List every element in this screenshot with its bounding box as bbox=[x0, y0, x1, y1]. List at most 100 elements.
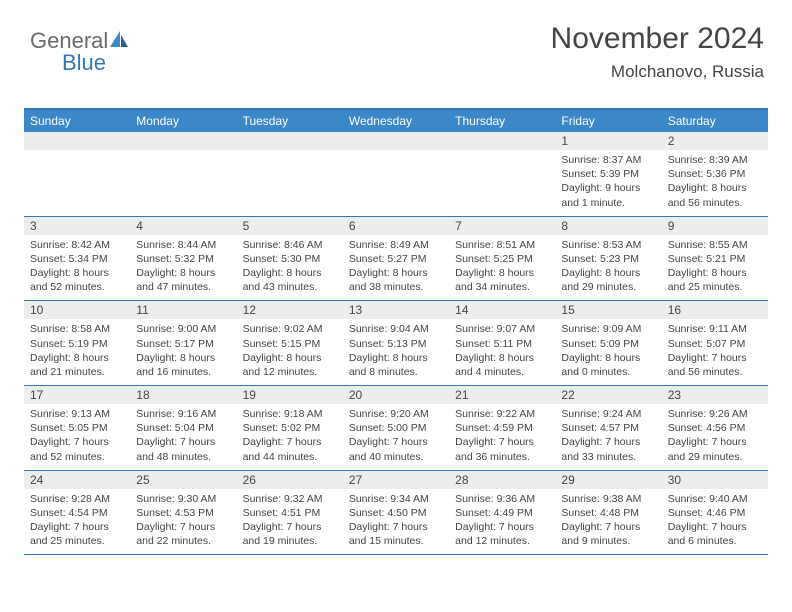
location-label: Molchanovo, Russia bbox=[551, 62, 764, 82]
day-info: Sunrise: 9:09 AMSunset: 5:09 PMDaylight:… bbox=[555, 319, 661, 385]
day-info: Sunrise: 9:36 AMSunset: 4:49 PMDaylight:… bbox=[449, 489, 555, 555]
day-number: 3 bbox=[24, 217, 130, 235]
calendar-cell: 25Sunrise: 9:30 AMSunset: 4:53 PMDayligh… bbox=[130, 471, 236, 555]
day-number bbox=[449, 132, 555, 150]
day-info bbox=[24, 150, 130, 208]
day-info: Sunrise: 8:53 AMSunset: 5:23 PMDaylight:… bbox=[555, 235, 661, 301]
day-number: 13 bbox=[343, 301, 449, 319]
sunrise-text: Sunrise: 9:13 AM bbox=[30, 407, 124, 421]
weekday-header: Sunday bbox=[24, 110, 130, 132]
daylight-text: Daylight: 7 hours and 6 minutes. bbox=[668, 520, 762, 548]
sunrise-text: Sunrise: 9:07 AM bbox=[455, 322, 549, 336]
calendar-week: 1Sunrise: 8:37 AMSunset: 5:39 PMDaylight… bbox=[24, 132, 768, 217]
sunrise-text: Sunrise: 9:18 AM bbox=[243, 407, 337, 421]
day-number: 21 bbox=[449, 386, 555, 404]
calendar-cell: 9Sunrise: 8:55 AMSunset: 5:21 PMDaylight… bbox=[662, 217, 768, 301]
day-info: Sunrise: 9:38 AMSunset: 4:48 PMDaylight:… bbox=[555, 489, 661, 555]
weekday-header: Monday bbox=[130, 110, 236, 132]
calendar-cell: 6Sunrise: 8:49 AMSunset: 5:27 PMDaylight… bbox=[343, 217, 449, 301]
sunset-text: Sunset: 5:30 PM bbox=[243, 252, 337, 266]
day-number bbox=[237, 132, 343, 150]
sunset-text: Sunset: 5:27 PM bbox=[349, 252, 443, 266]
calendar-cell: 5Sunrise: 8:46 AMSunset: 5:30 PMDaylight… bbox=[237, 217, 343, 301]
calendar-week: 17Sunrise: 9:13 AMSunset: 5:05 PMDayligh… bbox=[24, 386, 768, 471]
day-number: 26 bbox=[237, 471, 343, 489]
day-info bbox=[130, 150, 236, 208]
calendar-cell: 11Sunrise: 9:00 AMSunset: 5:17 PMDayligh… bbox=[130, 301, 236, 385]
sunrise-text: Sunrise: 9:34 AM bbox=[349, 492, 443, 506]
calendar-cell: 27 Sunrise: 9:34 AMSunset: 4:50 PMDayligh… bbox=[343, 471, 449, 555]
day-number: 19 bbox=[237, 386, 343, 404]
calendar-cell: 7Sunrise: 8:51 AMSunset: 5:25 PMDaylight… bbox=[449, 217, 555, 301]
daylight-text: Daylight: 7 hours and 19 minutes. bbox=[243, 520, 337, 548]
day-info: Sunrise: 9:24 AMSunset: 4:57 PMDaylight:… bbox=[555, 404, 661, 470]
day-number: 15 bbox=[555, 301, 661, 319]
calendar-cell: 26Sunrise: 9:32 AMSunset: 4:51 PMDayligh… bbox=[237, 471, 343, 555]
sunrise-text: Sunrise: 8:39 AM bbox=[668, 153, 762, 167]
sunset-text: Sunset: 4:59 PM bbox=[455, 421, 549, 435]
weekday-header-row: Sunday Monday Tuesday Wednesday Thursday… bbox=[24, 110, 768, 132]
daylight-text: Daylight: 7 hours and 40 minutes. bbox=[349, 435, 443, 463]
sunrise-text: Sunrise: 9:28 AM bbox=[30, 492, 124, 506]
sunrise-text: Sunrise: 9:40 AM bbox=[668, 492, 762, 506]
day-info: Sunrise: 9:28 AMSunset: 4:54 PMDaylight:… bbox=[24, 489, 130, 555]
calendar-cell: 1Sunrise: 8:37 AMSunset: 5:39 PMDaylight… bbox=[555, 132, 661, 216]
day-info: Sunrise: 9:18 AMSunset: 5:02 PMDaylight:… bbox=[237, 404, 343, 470]
day-info: Sunrise: 9:20 AMSunset: 5:00 PMDaylight:… bbox=[343, 404, 449, 470]
weekday-header: Thursday bbox=[449, 110, 555, 132]
sunrise-text: Sunrise: 8:49 AM bbox=[349, 238, 443, 252]
day-number: 6 bbox=[343, 217, 449, 235]
day-info: Sunrise: 8:55 AMSunset: 5:21 PMDaylight:… bbox=[662, 235, 768, 301]
daylight-text: Daylight: 7 hours and 36 minutes. bbox=[455, 435, 549, 463]
sunrise-text: Sunrise: 8:37 AM bbox=[561, 153, 655, 167]
day-info: Sunrise: 8:46 AMSunset: 5:30 PMDaylight:… bbox=[237, 235, 343, 301]
sunrise-text: Sunrise: 9:20 AM bbox=[349, 407, 443, 421]
brand-logo: General Blue bbox=[30, 28, 130, 54]
calendar-week: 3Sunrise: 8:42 AMSunset: 5:34 PMDaylight… bbox=[24, 217, 768, 302]
day-number: 16 bbox=[662, 301, 768, 319]
daylight-text: Daylight: 7 hours and 9 minutes. bbox=[561, 520, 655, 548]
daylight-text: Daylight: 7 hours and 48 minutes. bbox=[136, 435, 230, 463]
calendar-cell: 10Sunrise: 8:58 AMSunset: 5:19 PMDayligh… bbox=[24, 301, 130, 385]
calendar-cell: 4Sunrise: 8:44 AMSunset: 5:32 PMDaylight… bbox=[130, 217, 236, 301]
sunrise-text: Sunrise: 8:53 AM bbox=[561, 238, 655, 252]
day-number: 27 bbox=[343, 471, 449, 489]
day-number: 17 bbox=[24, 386, 130, 404]
sunrise-text: Sunrise: 8:44 AM bbox=[136, 238, 230, 252]
logo-sail-icon bbox=[108, 29, 130, 54]
day-number: 23 bbox=[662, 386, 768, 404]
day-info: Sunrise: 9:13 AMSunset: 5:05 PMDaylight:… bbox=[24, 404, 130, 470]
sunrise-text: Sunrise: 9:26 AM bbox=[668, 407, 762, 421]
daylight-text: Daylight: 8 hours and 56 minutes. bbox=[668, 181, 762, 209]
sunrise-text: Sunrise: 9:30 AM bbox=[136, 492, 230, 506]
day-number bbox=[130, 132, 236, 150]
day-info: Sunrise: 8:44 AMSunset: 5:32 PMDaylight:… bbox=[130, 235, 236, 301]
day-number: 24 bbox=[24, 471, 130, 489]
day-info: Sunrise: 9:02 AMSunset: 5:15 PMDaylight:… bbox=[237, 319, 343, 385]
daylight-text: Daylight: 8 hours and 29 minutes. bbox=[561, 266, 655, 294]
calendar-cell: 20Sunrise: 9:20 AMSunset: 5:00 PMDayligh… bbox=[343, 386, 449, 470]
day-number bbox=[24, 132, 130, 150]
sunset-text: Sunset: 4:53 PM bbox=[136, 506, 230, 520]
daylight-text: Daylight: 7 hours and 22 minutes. bbox=[136, 520, 230, 548]
sunrise-text: Sunrise: 8:58 AM bbox=[30, 322, 124, 336]
day-info: Sunrise: 8:49 AMSunset: 5:27 PMDaylight:… bbox=[343, 235, 449, 301]
daylight-text: Daylight: 7 hours and 33 minutes. bbox=[561, 435, 655, 463]
day-number: 10 bbox=[24, 301, 130, 319]
daylight-text: Daylight: 8 hours and 0 minutes. bbox=[561, 351, 655, 379]
calendar-cell bbox=[449, 132, 555, 216]
sunrise-text: Sunrise: 8:42 AM bbox=[30, 238, 124, 252]
daylight-text: Daylight: 8 hours and 8 minutes. bbox=[349, 351, 443, 379]
day-info: Sunrise: 8:42 AMSunset: 5:34 PMDaylight:… bbox=[24, 235, 130, 301]
daylight-text: Daylight: 9 hours and 1 minute. bbox=[561, 181, 655, 209]
day-number: 8 bbox=[555, 217, 661, 235]
calendar-week: 10Sunrise: 8:58 AMSunset: 5:19 PMDayligh… bbox=[24, 301, 768, 386]
logo-word-blue: Blue bbox=[62, 50, 106, 76]
calendar-cell: 3Sunrise: 8:42 AMSunset: 5:34 PMDaylight… bbox=[24, 217, 130, 301]
calendar-cell bbox=[237, 132, 343, 216]
sunset-text: Sunset: 4:50 PM bbox=[349, 506, 443, 520]
daylight-text: Daylight: 8 hours and 4 minutes. bbox=[455, 351, 549, 379]
daylight-text: Daylight: 7 hours and 15 minutes. bbox=[349, 520, 443, 548]
day-number: 30 bbox=[662, 471, 768, 489]
sunrise-text: Sunrise: 8:55 AM bbox=[668, 238, 762, 252]
